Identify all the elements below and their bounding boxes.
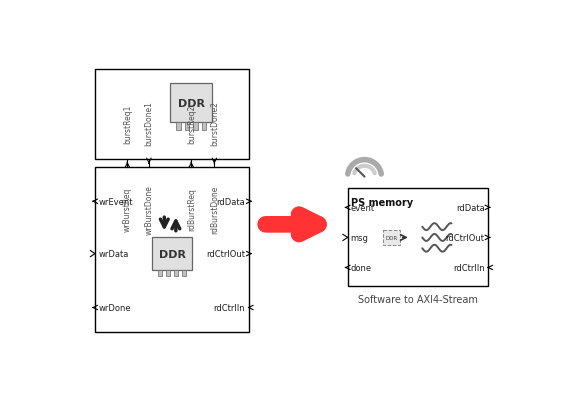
Bar (95, 70, 249, 160)
Text: rdCtrlIn: rdCtrlIn (453, 263, 484, 272)
Text: wrBurstReq: wrBurstReq (123, 187, 132, 231)
Text: rdBurstDone: rdBurstDone (210, 185, 219, 233)
Text: event: event (351, 203, 374, 213)
Text: burstDone1: burstDone1 (144, 101, 153, 146)
Text: DDR: DDR (158, 249, 186, 259)
Bar (177, 123, 180, 130)
Text: done: done (351, 263, 372, 272)
Bar (185, 123, 189, 130)
Bar (152, 238, 192, 270)
Text: burstReq2: burstReq2 (187, 104, 196, 143)
Bar (170, 84, 213, 123)
Text: rdBurstReq: rdBurstReq (187, 188, 196, 231)
Text: msg: msg (351, 233, 368, 242)
Text: rdData: rdData (217, 197, 245, 206)
Bar (158, 270, 162, 277)
Bar (193, 123, 197, 130)
Text: wrEvent: wrEvent (99, 197, 133, 206)
Text: rdCtrlOut: rdCtrlOut (206, 249, 245, 259)
Bar (166, 270, 170, 277)
Bar (383, 230, 400, 245)
Text: wrData: wrData (99, 249, 129, 259)
Text: PS memory: PS memory (351, 197, 413, 207)
Text: rdCtrlIn: rdCtrlIn (214, 303, 245, 312)
Bar (202, 123, 206, 130)
Text: burstReq1: burstReq1 (123, 104, 132, 143)
Text: Software to AXI4-Stream: Software to AXI4-Stream (358, 294, 478, 304)
Text: DDR: DDR (178, 98, 205, 108)
Bar (174, 270, 178, 277)
Text: wrBurstDone: wrBurstDone (144, 184, 153, 234)
Text: rdCtrlOut: rdCtrlOut (446, 233, 484, 242)
Bar (347, 189, 488, 286)
Bar (182, 270, 186, 277)
Text: rdData: rdData (456, 203, 484, 213)
Text: wrDone: wrDone (99, 303, 131, 312)
Text: DDR: DDR (385, 235, 398, 240)
Bar (95, 167, 249, 332)
Text: burstDone2: burstDone2 (210, 101, 219, 146)
